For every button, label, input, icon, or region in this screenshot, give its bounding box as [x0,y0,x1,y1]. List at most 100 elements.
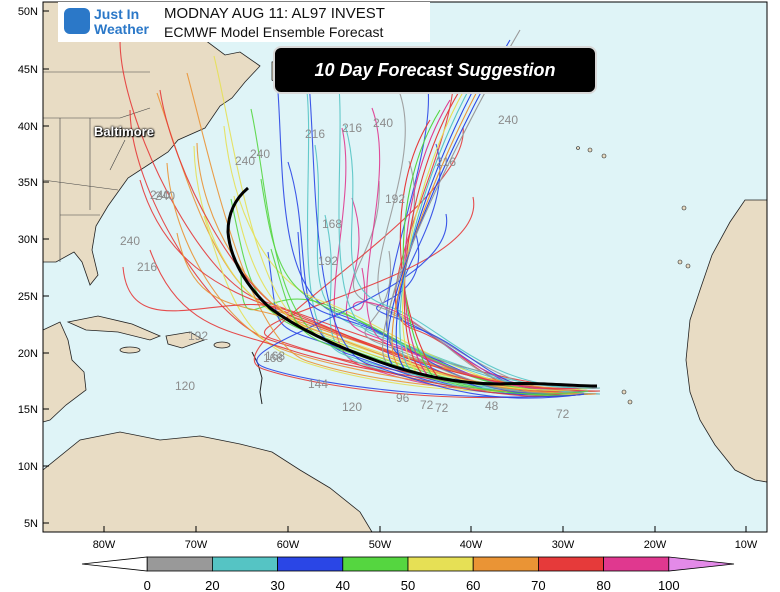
canary-island [677,259,683,265]
track-hour-label: 168 [322,217,342,231]
canary-island [685,263,691,269]
track-hour-label: 216 [342,121,362,135]
track-hour-label: 72 [420,398,434,412]
ensemble-tracks [119,29,601,399]
track-hour-label: 240 [498,113,518,127]
lesser-antilles [251,351,263,405]
north-america-land [42,1,261,286]
latitude-label: 10N [18,461,38,473]
south-america-land [42,431,373,533]
colorbar-tick-label: 20 [205,578,219,592]
longitude-label: 30W [552,539,575,551]
map-title: MODNAY AUG 11: AL97 INVEST [164,5,385,22]
track-hour-label: 192 [318,254,338,268]
central-america-land [42,321,87,423]
colorbar-swatch [472,556,539,572]
ensemble-track [399,69,481,371]
colorbar-swatch [407,556,474,572]
track-hour-label: 216 [305,127,325,141]
madeira-island [681,205,687,211]
latitude-label: 40N [18,121,38,133]
longitude-label: 20W [644,539,667,551]
weather-logo-icon [64,8,90,34]
puerto-rico-land [213,341,231,349]
track-hour-label: 120 [175,379,195,393]
latitude-ticks: 50N 45N 40N 35N 30N 25N 20N 15N 10N 5N [18,6,49,530]
track-hour-label: 72 [435,401,449,415]
track-hour-label: 168 [265,349,285,363]
latitude-label: 35N [18,177,38,189]
header-box: Just In Weather MODNAY AUG 11: AL97 INVE… [58,2,430,42]
colorbar-tick-label: 40 [336,578,350,592]
ensemble-track [344,124,601,389]
track-hour-label: 240 [150,188,170,202]
latitude-label: 50N [18,6,38,18]
latitude-label: 30N [18,234,38,246]
colorbar-swatch [603,556,670,572]
colorbar-tick-label: 30 [270,578,284,592]
latitude-label: 45N [18,64,38,76]
ensemble-track [403,89,461,375]
ensemble-track [314,144,601,389]
azores-island [576,146,580,150]
track-hour-label: 192 [385,192,405,206]
colorbar-swatch [211,556,278,572]
track-hour-label: 240 [250,147,270,161]
cuba-land [66,315,162,341]
longitude-ticks: 80W 70W 60W 50W 40W 30W 20W 10W [93,526,758,551]
colorbar-swatch [277,556,344,572]
cape-verde-island [627,399,633,405]
track-hour-label: 120 [342,400,362,414]
ensemble-track [334,54,601,395]
track-hour-label: 216 [436,155,456,169]
cape-verde-island [621,389,627,395]
suggested-track-line [226,186,598,388]
colorbar-swatch [538,556,605,572]
forecast-banner: 10 Day Forecast Suggestion [273,46,597,94]
track-hour-label: 96 [396,391,410,405]
ensemble-track [404,99,451,377]
track-hour-label: 240 [155,189,175,203]
colorbar: 0 20 30 40 50 60 70 80 100 [81,556,735,592]
colorbar-swatch [146,556,213,572]
longitude-label: 40W [460,539,483,551]
ensemble-track [307,71,585,399]
colorbar-tick-label: 70 [531,578,545,592]
longitude-label: 70W [185,539,208,551]
city-label-baltimore: Baltimore [94,124,154,139]
state-borders [42,71,151,262]
longitude-label: 60W [277,539,300,551]
colorbar-swatch [342,556,409,572]
track-hour-label: 144 [308,377,328,391]
logo-line2: Weather [94,21,149,37]
colorbar-tick-label: 100 [658,578,680,592]
jamaica-land [119,346,141,354]
track-hour-label: 168 [263,351,283,365]
track-hour-label: 240 [373,116,393,130]
track-hour-label: 192 [188,329,208,343]
latitude-label: 5N [24,518,38,530]
ensemble-track [402,109,441,379]
longitude-label: 10W [735,539,758,551]
banner-text: 10 Day Forecast Suggestion [314,59,556,80]
longitude-label: 80W [93,539,116,551]
ensemble-track [159,89,601,392]
hispaniola-land [165,331,205,349]
colorbar-tick-label: 80 [596,578,610,592]
latitude-label: 15N [18,404,38,416]
track-hour-label: 216 [137,260,157,274]
logo: Just In Weather [64,6,150,38]
ensemble-track [399,119,441,381]
track-hour-label: 240 [120,234,140,248]
latitude-label: 25N [18,291,38,303]
logo-line1: Just In [94,6,140,22]
map-subtitle: ECMWF Model Ensemble Forecast [164,24,384,40]
colorbar-tick-label: 0 [144,578,151,592]
track-hour-label: 240 [235,154,255,168]
colorbar-tick-label: 50 [401,578,415,592]
azores-island [601,153,607,159]
ensemble-track [402,79,471,373]
africa-land [685,199,768,483]
ensemble-track [233,195,593,391]
longitude-label: 50W [369,539,392,551]
